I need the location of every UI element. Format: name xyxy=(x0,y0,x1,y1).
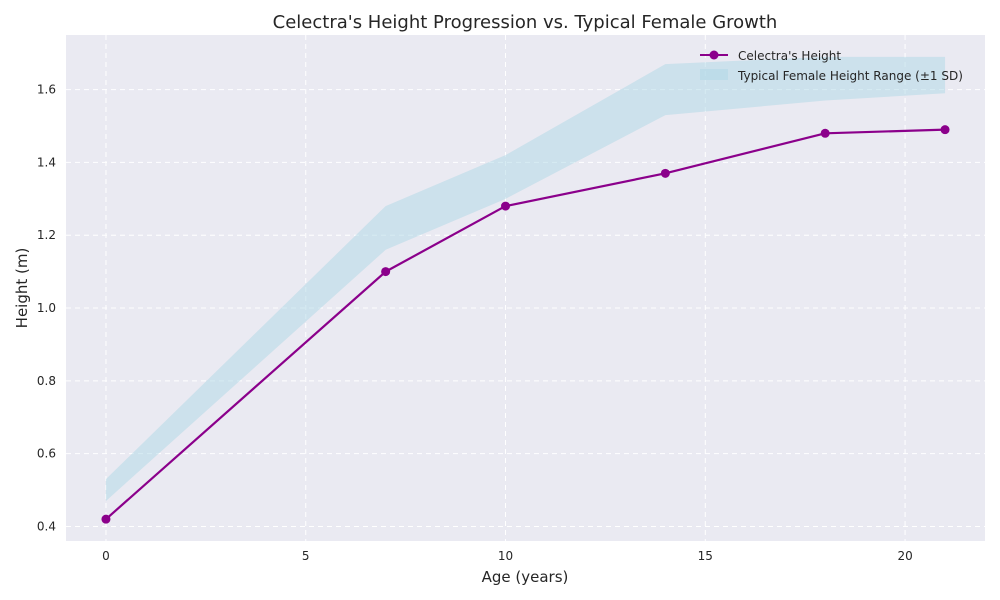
y-tick-label: 0.6 xyxy=(37,447,56,461)
plot-area xyxy=(66,35,985,541)
series-layer xyxy=(101,125,950,524)
x-tick-label: 15 xyxy=(698,549,713,563)
y-tick-label: 1.2 xyxy=(37,228,56,242)
data-point xyxy=(381,267,391,277)
y-tick-label: 1.6 xyxy=(37,83,56,97)
x-axis: 0 5 10 15 20 xyxy=(102,549,913,563)
x-axis-label: Age (years) xyxy=(482,568,569,586)
y-axis: 0.4 0.6 0.8 1.0 1.2 1.4 1.6 xyxy=(37,83,56,534)
legend-band-swatch xyxy=(700,69,728,80)
band-area xyxy=(105,56,946,501)
x-tick-label: 5 xyxy=(302,549,310,563)
band-layer xyxy=(105,56,946,501)
y-tick-label: 0.8 xyxy=(37,374,56,388)
data-point xyxy=(501,201,511,211)
y-tick-label: 1.4 xyxy=(37,155,56,169)
legend-entry-band: Typical Female Height Range (±1 SD) xyxy=(737,69,963,83)
y-axis-label: Height (m) xyxy=(13,248,31,329)
x-tick-label: 0 xyxy=(102,549,110,563)
legend-entry-series: Celectra's Height xyxy=(738,49,841,63)
x-tick-label: 10 xyxy=(498,549,513,563)
data-point xyxy=(940,125,950,135)
data-point xyxy=(101,514,111,524)
chart-title: Celectra's Height Progression vs. Typica… xyxy=(273,12,778,33)
legend: Celectra's Height Typical Female Height … xyxy=(700,49,963,83)
series-line xyxy=(105,128,946,520)
legend-marker-swatch xyxy=(709,50,719,60)
x-tick-label: 20 xyxy=(897,549,912,563)
y-tick-label: 0.4 xyxy=(37,519,56,533)
data-point xyxy=(820,128,830,138)
data-point xyxy=(660,168,670,178)
y-tick-label: 1.0 xyxy=(37,301,56,315)
